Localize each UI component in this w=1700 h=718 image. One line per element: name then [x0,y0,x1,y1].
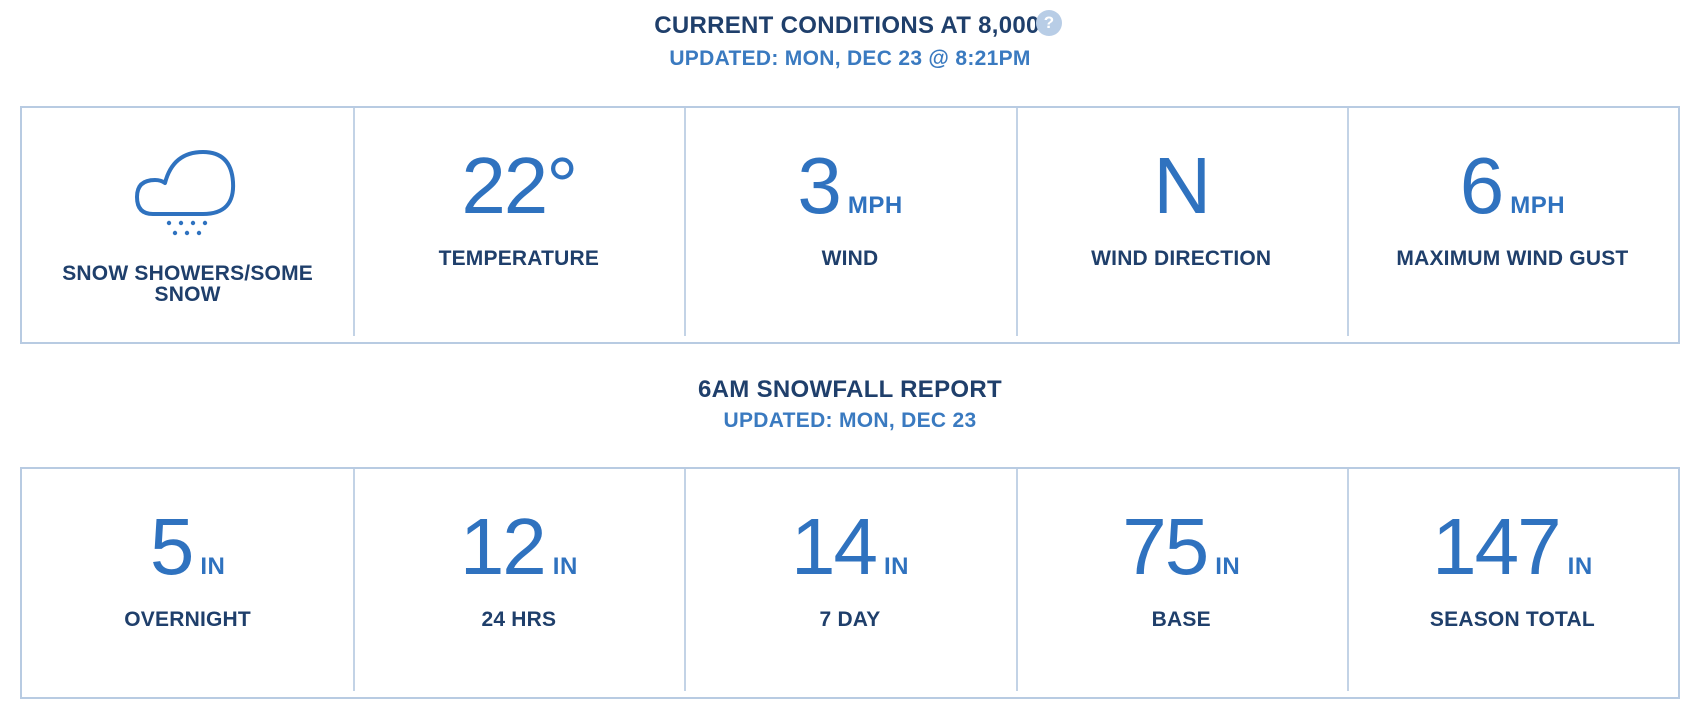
snowfall-header: 6AM SNOWFALL REPORT [0,376,1700,404]
help-icon[interactable]: ? [1036,10,1062,36]
snowfall-value: 75 [1122,502,1209,591]
snowfall-title: 6AM SNOWFALL REPORT [698,376,1002,403]
snowfall-value-row: 12 IN [353,507,684,587]
snowfall-value: 14 [791,502,878,591]
snowfall-label: 24 HRS [481,608,557,631]
weather-cell: SNOW SHOWERS/SOME SNOW [22,108,353,342]
conditions-header: CURRENT CONDITIONS AT 8,000′ [0,12,1700,40]
wind-value-row: 3 MPH [684,146,1015,226]
snowfall-value-row: 5 IN [22,507,353,587]
wind-label: WIND [821,247,879,270]
snowfall-label: 7 DAY [819,608,881,631]
max-gust-value-row: 6 MPH [1347,146,1678,226]
snowfall-cell: 14 IN 7 DAY [684,469,1015,697]
snow-cloud-icon [134,150,235,236]
wind-direction-cell: N WIND DIRECTION [1015,108,1347,342]
max-gust-value: 6 [1459,141,1504,230]
snowfall-value: 12 [459,502,547,591]
wind-value: 3 [797,141,841,230]
temperature-value: 22° [461,141,578,230]
snowfall-cell: 147 IN SEASON TOTAL [1346,469,1678,697]
snowfall-unit: IN [1567,553,1593,580]
max-gust-cell: 6 MPH MAXIMUM WIND GUST [1346,108,1678,342]
snowfall-label: SEASON TOTAL [1429,608,1595,631]
snowfall-cell: 75 IN BASE [1015,469,1347,697]
snowfall-unit: IN [884,553,909,580]
snowfall-panel: 5 IN OVERNIGHT 12 IN 24 HRS 14 IN 7 DAY 75 I… [20,467,1680,699]
weather-label: SNOW SHOWERS/SOME SNOW [62,262,313,306]
temperature-cell: 22° TEMPERATURE [353,108,684,342]
snowfall-value-row: 75 IN [1016,507,1347,587]
snowfall-updated-wrap: UPDATED: MON, DEC 23 [0,409,1700,433]
snowfall-label: BASE [1151,608,1211,631]
snowfall-unit: IN [1215,553,1241,580]
max-gust-label: MAXIMUM WIND GUST [1396,247,1629,270]
snowfall-value: 147 [1432,502,1561,591]
snowfall-cell: 12 IN 24 HRS [353,469,684,697]
conditions-updated: UPDATED: MON, DEC 23 @ 8:21PM [669,47,1031,70]
wind-direction-label: WIND DIRECTION [1091,247,1272,270]
snowfall-unit: IN [552,553,578,580]
conditions-title: CURRENT CONDITIONS AT 8,000′ [654,12,1046,39]
snowfall-cell: 5 IN OVERNIGHT [22,469,353,697]
max-gust-unit: MPH [1510,192,1566,219]
snowfall-updated: UPDATED: MON, DEC 23 [723,409,977,432]
snowfall-label: OVERNIGHT [124,608,251,631]
snowfall-value-row: 14 IN [684,507,1015,587]
wind-direction-value-row: N [1016,146,1347,226]
wind-cell: 3 MPH WIND [684,108,1015,342]
weather-icon-wrap [22,144,353,236]
wind-unit: MPH [847,192,903,219]
conditions-panel: SNOW SHOWERS/SOME SNOW 22° TEMPERATURE 3… [20,106,1680,344]
snowfall-value: 5 [149,502,194,591]
conditions-updated-wrap: UPDATED: MON, DEC 23 @ 8:21PM [0,47,1700,71]
temperature-label: TEMPERATURE [438,247,600,270]
snowfall-unit: IN [200,553,226,580]
temperature-value-row: 22° [353,146,684,226]
wind-direction-value: N [1153,141,1211,230]
snowfall-value-row: 147 IN [1347,507,1678,587]
